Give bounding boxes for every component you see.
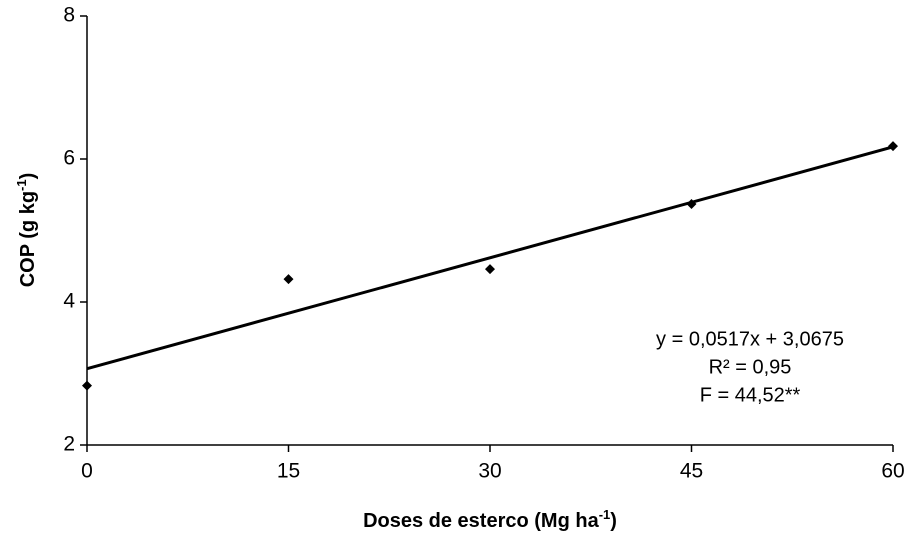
y-tick-label: 6 (63, 147, 75, 170)
y-title-sup: -1 (14, 179, 29, 191)
x-tick-label: 30 (478, 460, 501, 483)
point (82, 380, 92, 391)
annotation: F = 44,52** (700, 384, 801, 406)
x-tick-label: 15 (277, 460, 300, 483)
point (686, 199, 697, 210)
point (888, 141, 898, 152)
x-tick-label: 60 (881, 460, 904, 483)
x-tick-label: 0 (81, 460, 93, 483)
x-title-sup: -1 (599, 507, 611, 522)
trendline (86, 145, 894, 371)
y-tick-label: 4 (63, 290, 75, 313)
y-axis-title: COP (g kg-1) (14, 173, 39, 288)
x-title-text: Doses de esterco (Mg ha (363, 510, 600, 532)
y-tick-label: 2 (63, 433, 75, 456)
x-axis-title: Doses de esterco (Mg ha-1) (363, 507, 617, 532)
point (485, 264, 495, 275)
x-title-end: ) (610, 510, 617, 532)
y-title-text: COP (g kg (17, 191, 39, 287)
x-tick-label: 45 (680, 460, 703, 483)
annotation: R² = 0,95 (709, 356, 792, 378)
y-tick-label: 8 (63, 4, 75, 27)
annotation: y = 0,0517x + 3,0675 (656, 328, 844, 350)
y-title-end: ) (17, 173, 39, 180)
point (283, 274, 294, 285)
